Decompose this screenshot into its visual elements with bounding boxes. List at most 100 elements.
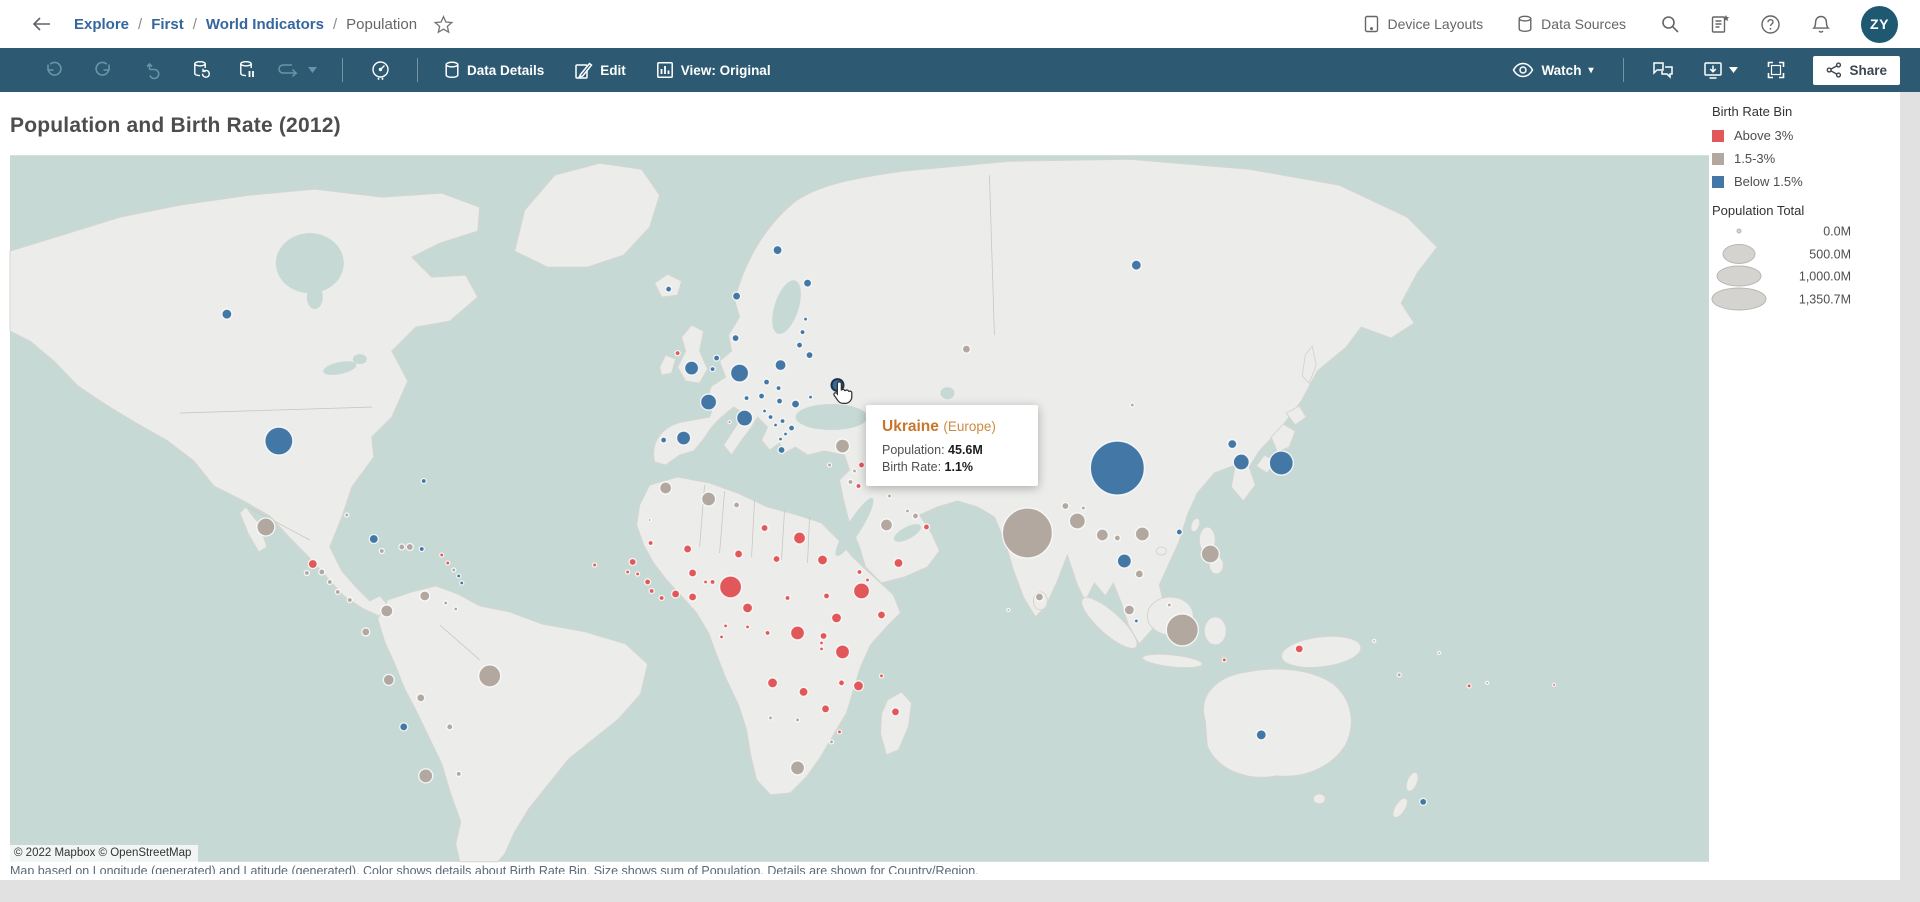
fullscreen-button[interactable]	[1765, 59, 1787, 81]
map-mark[interactable]	[709, 365, 716, 373]
horizontal-scrollbar[interactable]	[0, 880, 1900, 902]
map-mark[interactable]	[1116, 553, 1132, 569]
map-mark[interactable]	[687, 568, 698, 578]
map-mark[interactable]	[643, 578, 652, 586]
view-original-button[interactable]: View: Original	[656, 61, 771, 79]
map-mark[interactable]	[1006, 607, 1011, 613]
map-mark[interactable]	[761, 408, 768, 414]
map-mark[interactable]	[847, 478, 854, 486]
map-mark[interactable]	[852, 680, 865, 692]
map-mark[interactable]	[334, 588, 341, 596]
map-mark[interactable]	[777, 436, 784, 442]
map-mark[interactable]	[303, 569, 310, 577]
map-mark[interactable]	[789, 760, 806, 776]
refresh-data-button[interactable]	[190, 59, 212, 81]
redo-button[interactable]	[92, 59, 114, 81]
map-mark[interactable]	[876, 610, 887, 620]
map-mark[interactable]	[1484, 680, 1490, 686]
map-mark[interactable]	[744, 624, 751, 630]
map-mark[interactable]	[1294, 644, 1304, 654]
map-mark[interactable]	[346, 596, 353, 604]
notifications-button[interactable]	[1811, 14, 1831, 35]
map-mark[interactable]	[731, 333, 740, 343]
map-mark[interactable]	[659, 436, 668, 444]
map-mark[interactable]	[718, 634, 725, 640]
map-mark[interactable]	[766, 677, 779, 689]
map-mark[interactable]	[453, 606, 459, 612]
map-mark[interactable]	[1437, 650, 1442, 656]
map-mark[interactable]	[1129, 402, 1135, 408]
map-mark[interactable]	[1175, 528, 1183, 536]
world-map[interactable]	[9, 155, 1709, 863]
map-mark[interactable]	[478, 664, 502, 688]
map-mark[interactable]	[1134, 526, 1150, 542]
map-view[interactable]: © 2022 Mapbox © OpenStreetMap Ukraine (E…	[9, 155, 1709, 863]
map-mark[interactable]	[318, 568, 326, 576]
map-mark[interactable]	[1123, 604, 1135, 616]
map-mark[interactable]	[775, 384, 782, 392]
map-mark[interactable]	[805, 350, 814, 360]
map-mark[interactable]	[419, 590, 431, 602]
map-mark[interactable]	[1089, 440, 1145, 496]
map-mark[interactable]	[834, 438, 851, 454]
map-mark[interactable]	[1166, 602, 1172, 608]
map-mark[interactable]	[760, 523, 769, 533]
map-mark[interactable]	[378, 547, 385, 555]
download-caret[interactable]	[1727, 59, 1739, 81]
map-mark[interactable]	[816, 554, 829, 566]
map-mark[interactable]	[830, 612, 843, 624]
map-mark[interactable]	[1255, 729, 1267, 741]
map-mark[interactable]	[802, 278, 813, 288]
map-mark[interactable]	[722, 623, 729, 629]
map-mark[interactable]	[836, 729, 843, 735]
map-mark[interactable]	[856, 568, 863, 576]
share-button[interactable]: Share	[1813, 55, 1900, 85]
map-mark[interactable]	[683, 360, 700, 376]
map-mark[interactable]	[648, 587, 655, 595]
map-mark[interactable]	[658, 594, 665, 602]
map-mark[interactable]	[405, 542, 414, 552]
legend-item-1-5-3-[interactable]: 1.5-3%	[1712, 151, 1899, 166]
breadcrumb-item-world-indicators[interactable]: World Indicators	[205, 15, 324, 33]
revert-button[interactable]	[142, 59, 164, 81]
map-mark[interactable]	[1227, 438, 1238, 450]
map-mark[interactable]	[807, 394, 814, 400]
map-mark[interactable]	[1466, 683, 1472, 689]
map-mark[interactable]	[439, 552, 445, 558]
map-mark[interactable]	[674, 349, 681, 357]
help-button[interactable]	[1760, 14, 1781, 35]
map-mark[interactable]	[794, 717, 801, 723]
map-mark[interactable]	[1200, 544, 1220, 564]
map-mark[interactable]	[1419, 797, 1428, 806]
map-mark[interactable]	[779, 417, 786, 425]
map-mark[interactable]	[879, 518, 894, 532]
map-mark[interactable]	[416, 693, 426, 703]
map-mark[interactable]	[344, 512, 350, 518]
map-mark[interactable]	[961, 344, 972, 354]
undo-button[interactable]	[42, 59, 64, 81]
map-marks-layer[interactable]	[221, 245, 1557, 806]
map-mark[interactable]	[445, 560, 451, 566]
map-mark[interactable]	[819, 631, 828, 641]
run-flow-caret[interactable]	[306, 59, 318, 81]
map-mark[interactable]	[326, 578, 333, 586]
map-mark[interactable]	[767, 413, 774, 421]
legend-item-below-1-5-[interactable]: Below 1.5%	[1712, 174, 1899, 189]
map-mark[interactable]	[772, 554, 781, 564]
pause-updates-button[interactable]	[236, 59, 258, 81]
comments-button[interactable]	[1652, 59, 1674, 81]
map-mark[interactable]	[762, 378, 771, 386]
breadcrumb-item-first[interactable]: First	[151, 15, 184, 33]
map-mark[interactable]	[418, 768, 434, 784]
map-mark[interactable]	[857, 461, 866, 469]
map-mark[interactable]	[782, 431, 789, 437]
map-mark[interactable]	[790, 399, 801, 409]
map-mark[interactable]	[1551, 682, 1557, 688]
map-mark[interactable]	[1001, 507, 1054, 559]
map-mark[interactable]	[1061, 501, 1070, 511]
map-mark[interactable]	[264, 426, 294, 456]
map-mark[interactable]	[1113, 534, 1121, 542]
map-mark[interactable]	[418, 545, 425, 553]
map-mark[interactable]	[787, 424, 796, 432]
map-mark[interactable]	[1396, 672, 1402, 678]
